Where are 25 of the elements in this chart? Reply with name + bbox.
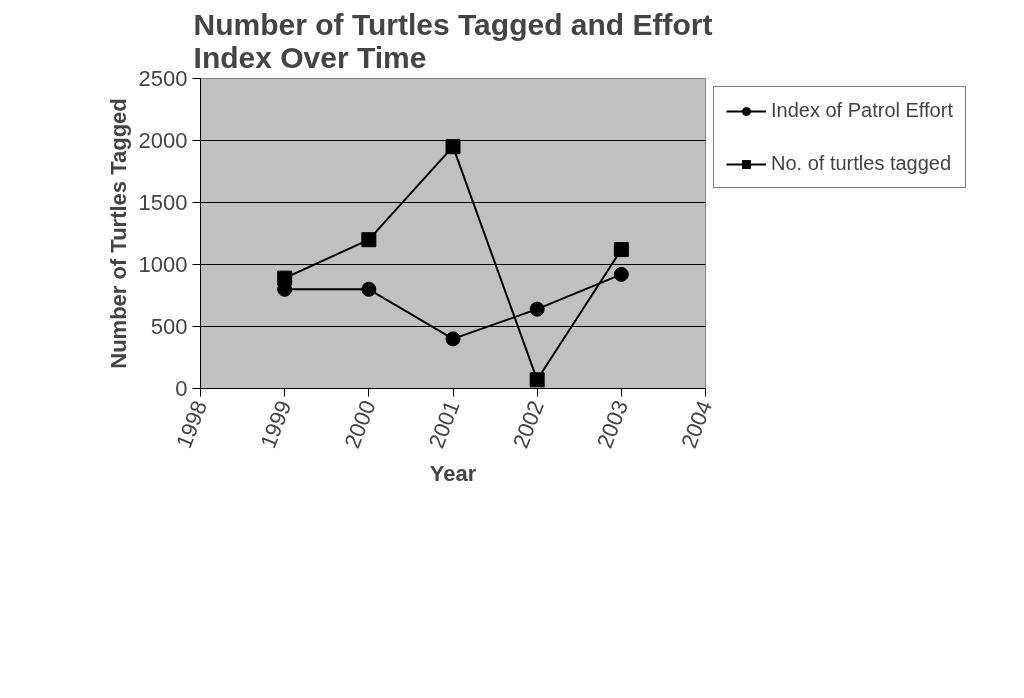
point <box>445 331 461 347</box>
point <box>277 270 293 286</box>
x-tick-label: 2000 <box>339 396 381 452</box>
point <box>529 301 545 317</box>
x-axis-title: Year <box>429 460 477 486</box>
x-tick-label: 1999 <box>255 396 297 452</box>
x-tick-label: 2004 <box>676 396 718 452</box>
point <box>361 232 377 248</box>
legend-label: Index of Patrol Effort <box>771 99 953 122</box>
point <box>613 242 629 258</box>
y-tick-label: 1000 <box>138 252 188 277</box>
point <box>445 139 461 155</box>
chart-title: Number of Turtles Tagged and Effort Index Over Time <box>193 7 713 74</box>
y-tick-label: 2500 <box>138 66 188 91</box>
y-tick-label: 2000 <box>138 128 188 153</box>
point <box>529 372 545 388</box>
y-axis-title: Number of Turtles Tagged <box>105 98 131 369</box>
x-tick-label: 2001 <box>423 396 465 452</box>
y-tick-label: 1500 <box>138 190 188 215</box>
point <box>613 266 629 282</box>
legend-label: No. of turtles tagged <box>771 152 952 175</box>
point <box>361 281 377 297</box>
x-tick-label: 2002 <box>507 396 549 452</box>
y-tick-label: 500 <box>150 314 188 339</box>
x-tick-label: 2003 <box>591 396 633 452</box>
